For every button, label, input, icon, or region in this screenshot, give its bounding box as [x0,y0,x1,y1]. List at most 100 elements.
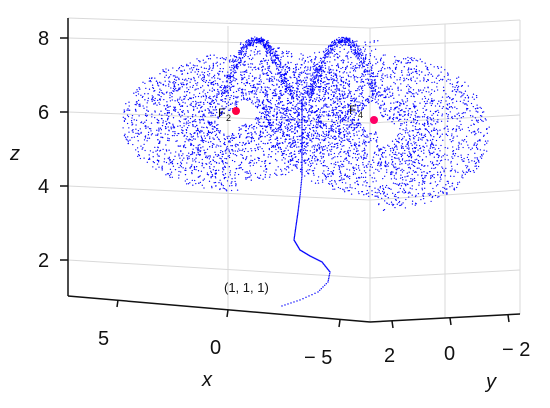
trajectory-dot [278,142,280,145]
trajectory-dot [415,65,418,67]
trajectory-dot [289,101,291,103]
trajectory-dot [340,172,342,175]
trajectory-dot [137,151,139,153]
trajectory-dot [218,73,220,75]
trajectory-dot [212,75,215,78]
trajectory-dot [282,132,284,134]
trajectory-dot [289,68,291,70]
trajectory-dot [348,126,350,128]
trajectory-dot [473,98,475,100]
trajectory-dot [152,103,155,105]
trajectory-dot [305,153,307,155]
trajectory-dot [224,107,226,109]
trajectory-dot [351,62,353,64]
trajectory-dot [312,117,314,119]
trajectory-dot [167,157,169,159]
trajectory-dot [478,139,480,142]
trajectory-dot [283,122,285,124]
trajectory-dot [304,66,307,68]
trajectory-dot [396,135,399,137]
trajectory-dot [380,154,383,156]
trajectory-dot [411,180,414,182]
trajectory-dot [251,101,253,104]
trajectory-dot [230,94,232,97]
trajectory-dot [301,120,303,122]
trajectory-dot [447,108,449,110]
trajectory-dot [230,145,232,147]
trajectory-dot [249,176,251,178]
trajectory-dot [266,86,268,88]
trajectory-dot [219,57,222,60]
trajectory-dot [379,193,382,195]
trajectory-dot [292,87,295,89]
trajectory-dot [200,147,202,149]
trajectory-dot [333,72,335,74]
trajectory-dot [156,129,158,131]
trajectory-dot [288,124,290,126]
trajectory-dot [233,69,235,71]
trajectory-dot [241,149,243,152]
trajectory-dot [380,161,383,163]
trajectory-dot [249,161,251,163]
trajectory-dot [381,80,384,83]
trajectory-dot [294,118,296,120]
trajectory-dot [240,74,242,76]
trajectory-dot [444,146,446,149]
trajectory-dot [344,158,346,160]
trajectory-dot [140,145,142,147]
trajectory-dot [238,129,240,131]
trajectory-dot [295,69,297,71]
trajectory-dot [226,81,229,83]
trajectory-dot [180,70,182,72]
trajectory-dot [377,99,380,101]
trajectory-dot [240,128,242,130]
trajectory-dot [224,59,227,61]
trajectory-dot [396,106,399,108]
trajectory-dot [294,230,296,232]
trajectory-dot [398,60,400,62]
trajectory-dot [261,60,263,63]
trajectory-dot [312,172,315,174]
trajectory-dot [185,138,187,140]
trajectory-dot [301,137,304,139]
trajectory-dot [479,156,482,158]
trajectory-dot [366,136,368,138]
trajectory-dot [178,177,180,179]
trajectory-dot [461,128,463,130]
trajectory-dot [377,188,379,190]
trajectory-dot [255,68,257,71]
trajectory-dot [395,195,397,198]
trajectory-dot [250,134,253,136]
trajectory-dot [256,101,258,103]
trajectory-dot [244,60,246,63]
trajectory-dot [213,54,215,56]
trajectory-dot [350,63,352,66]
trajectory-dot [198,110,201,112]
trajectory-dot [429,102,431,104]
trajectory-dot [212,137,214,139]
trajectory-dot [214,181,217,184]
trajectory-dot [335,108,337,110]
trajectory-dot [345,55,347,57]
trajectory-dot [266,108,268,110]
trajectory-dot [278,127,280,129]
trajectory-dot [412,118,415,120]
trajectory-dot [250,58,253,61]
trajectory-dot [418,162,421,165]
trajectory-dot [355,177,358,179]
trajectory-dot [429,134,432,136]
trajectory-dot [145,119,148,121]
trajectory-dot [397,59,399,62]
trajectory-dot [436,89,439,91]
trajectory-dot [233,55,235,57]
trajectory-dot [137,90,139,93]
trajectory-dot [301,109,303,112]
trajectory-dot [477,128,480,130]
trajectory-dot [383,96,385,99]
trajectory-dot [189,138,192,141]
trajectory-dot [310,60,312,62]
trajectory-dot [419,80,421,82]
trajectory-dot [344,173,346,175]
trajectory-dot [299,198,301,200]
trajectory-dot [224,157,226,160]
